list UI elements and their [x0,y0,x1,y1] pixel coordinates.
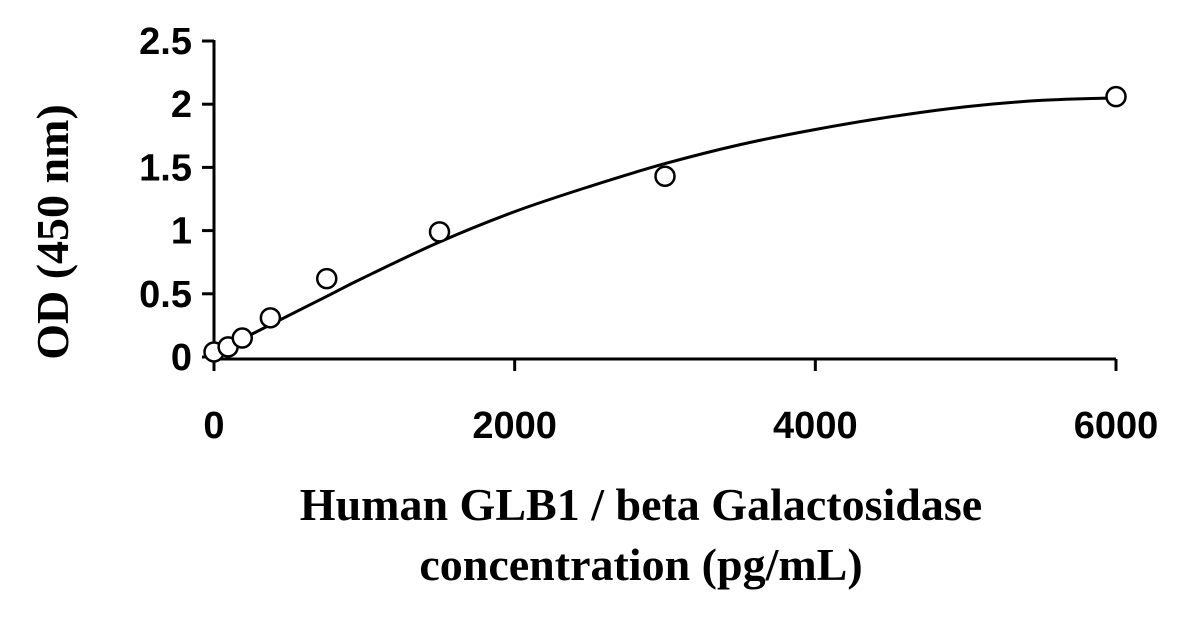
data-point [428,221,451,243]
fit-curve [213,96,1117,354]
y-tick-label: 0.5 [139,274,192,316]
data-point [231,327,254,349]
data-point [654,165,676,187]
y-ticks: 0 0.5 1 1.5 2 2.5 [139,21,214,379]
x-tick-label: 2000 [472,405,557,447]
x-axis-title-line-1: Human GLB1 / beta Galactosidase [300,479,982,530]
y-tick-label: 0 [171,337,192,379]
y-tick-label: 1 [171,211,192,253]
data-point [259,307,282,329]
y-tick-label: 1.5 [139,147,192,189]
x-axis: 0 2000 4000 6000 [203,357,1158,447]
y-tick-label: 2.5 [139,21,192,63]
x-tick-label: 4000 [773,405,858,447]
x-tick-label: 0 [203,405,224,447]
y-tick-label: 2 [171,84,192,126]
plot-area [203,85,1127,363]
data-point [1105,85,1127,108]
y-axis-title: OD (450 nm) [27,104,78,360]
x-tick-label: 6000 [1074,405,1159,447]
x-axis-title-line-2: concentration (pg/mL) [419,539,862,590]
data-points [203,85,1127,363]
data-point [316,267,338,290]
x-ticks: 0 2000 4000 6000 [203,359,1158,447]
y-axis: 0 0.5 1 1.5 2 2.5 [139,21,216,379]
